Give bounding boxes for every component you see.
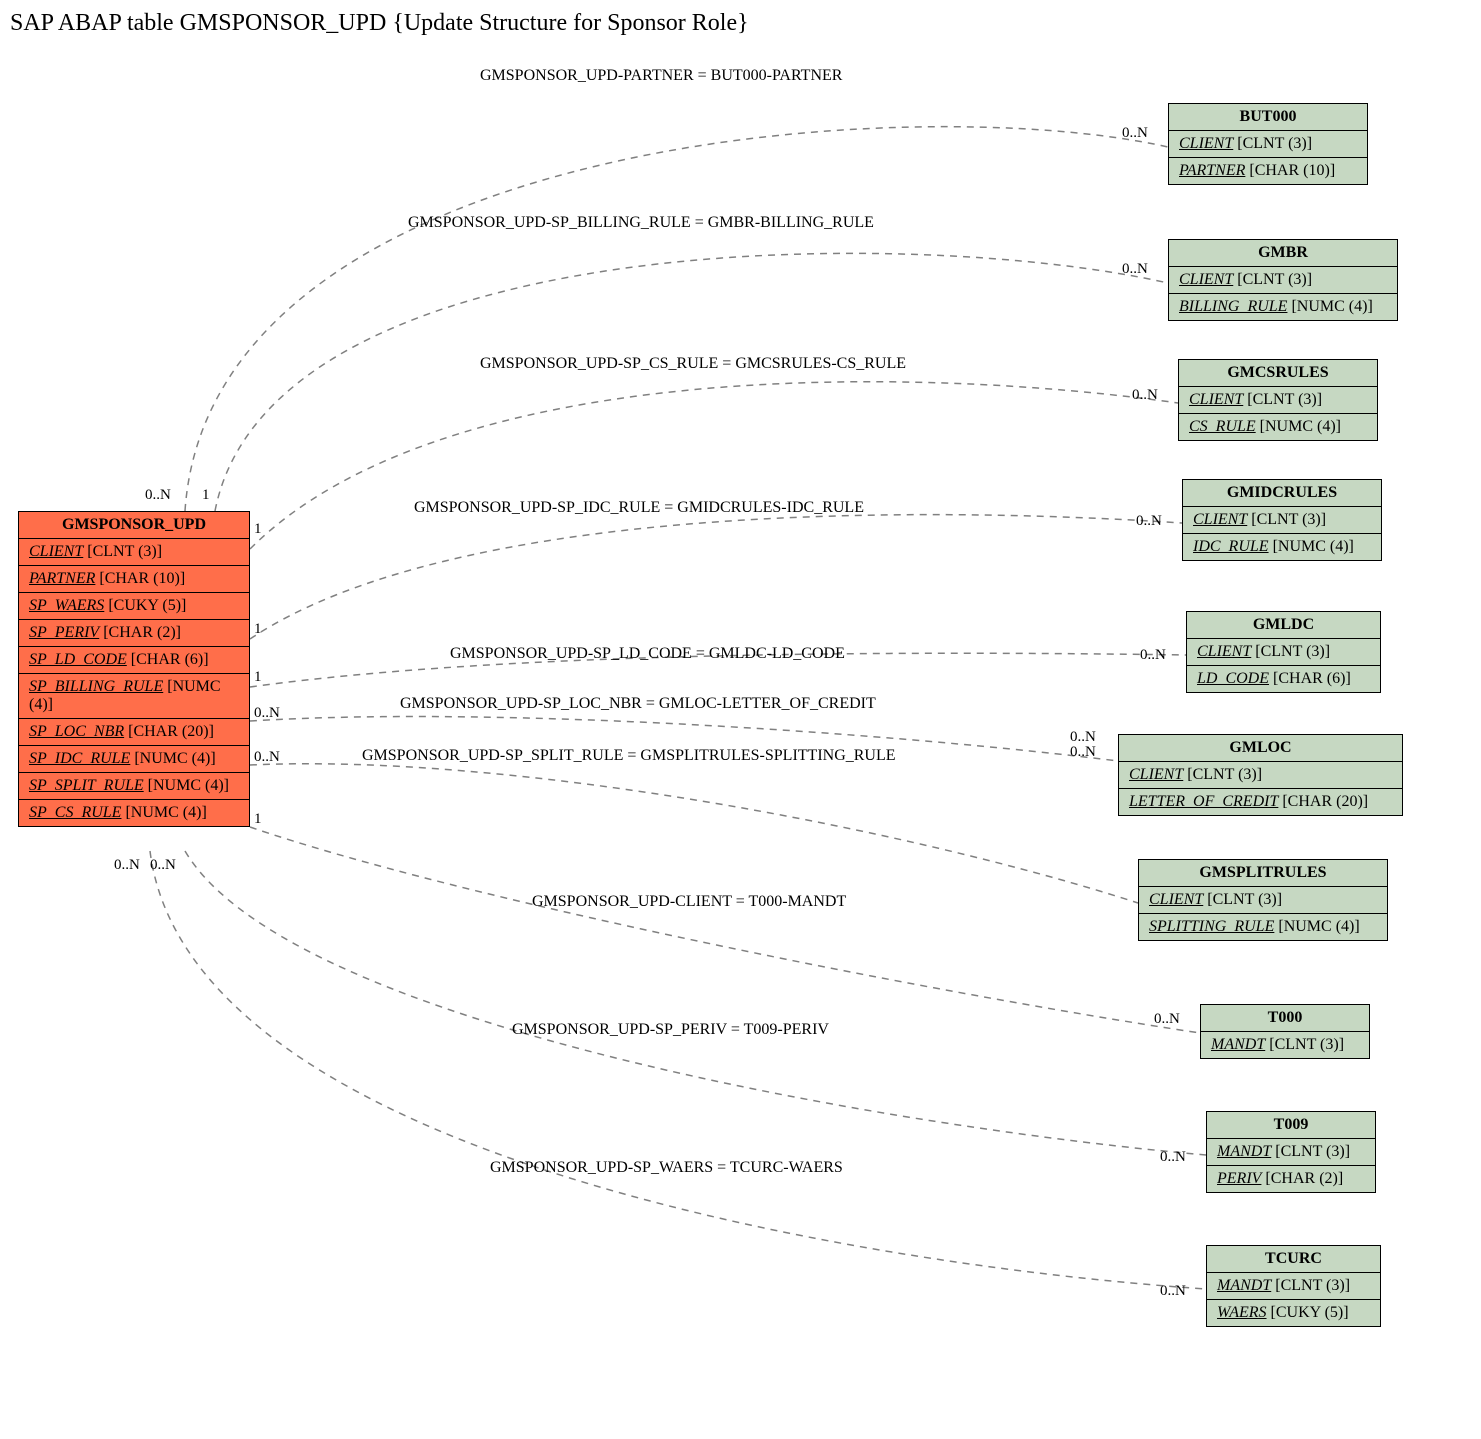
table-name: T000 [1201, 1005, 1369, 1032]
cardinality-right: 0..N [1154, 1011, 1180, 1028]
table-row: MANDT [CLNT (3)] [1207, 1273, 1380, 1300]
cardinality-right: 0..N [1122, 261, 1148, 278]
cardinality-left: 1 [254, 669, 262, 686]
table-name: GMSPONSOR_UPD [19, 512, 249, 539]
relation-label: GMSPONSOR_UPD-SP_PERIV = T009-PERIV [512, 1021, 829, 1039]
table-row: SP_LOC_NBR [CHAR (20)] [19, 719, 249, 746]
cardinality-right: 0..N [1160, 1149, 1186, 1166]
table-row: BILLING_RULE [NUMC (4)] [1169, 294, 1397, 320]
cardinality-right: 0..N [1160, 1283, 1186, 1300]
table-row: LD_CODE [CHAR (6)] [1187, 666, 1380, 692]
table-row: CLIENT [CLNT (3)] [1169, 131, 1367, 158]
relation-label: GMSPONSOR_UPD-SP_LOC_NBR = GMLOC-LETTER_… [400, 695, 876, 713]
table-row: SP_CS_RULE [NUMC (4)] [19, 800, 249, 826]
table-name: T009 [1207, 1112, 1375, 1139]
table-row: CLIENT [CLNT (3)] [1179, 387, 1377, 414]
table-row: SP_PERIV [CHAR (2)] [19, 620, 249, 647]
table-row: LETTER_OF_CREDIT [CHAR (20)] [1119, 789, 1402, 815]
relation-label: GMSPONSOR_UPD-SP_IDC_RULE = GMIDCRULES-I… [414, 499, 864, 517]
table-row: CLIENT [CLNT (3)] [1119, 762, 1402, 789]
cardinality-left: 0..N [145, 487, 171, 504]
relation-label: GMSPONSOR_UPD-CLIENT = T000-MANDT [532, 893, 846, 911]
table-row: PARTNER [CHAR (10)] [19, 566, 249, 593]
table-row: SP_LD_CODE [CHAR (6)] [19, 647, 249, 674]
table-gmcsrules: GMCSRULESCLIENT [CLNT (3)]CS_RULE [NUMC … [1178, 359, 1378, 441]
cardinality-left: 1 [254, 621, 262, 638]
table-row: MANDT [CLNT (3)] [1201, 1032, 1369, 1058]
cardinality-right: 0..N [1136, 513, 1162, 530]
table-gmldc: GMLDCCLIENT [CLNT (3)]LD_CODE [CHAR (6)] [1186, 611, 1381, 693]
cardinality-left: 1 [254, 811, 262, 828]
table-gmbr: GMBRCLIENT [CLNT (3)]BILLING_RULE [NUMC … [1168, 239, 1398, 321]
table-name: GMLOC [1119, 735, 1402, 762]
table-gmsponsor_upd: GMSPONSOR_UPDCLIENT [CLNT (3)]PARTNER [C… [18, 511, 250, 827]
table-row: IDC_RULE [NUMC (4)] [1183, 534, 1381, 560]
table-row: WAERS [CUKY (5)] [1207, 1300, 1380, 1326]
cardinality-left: 1 [254, 521, 262, 538]
cardinality-left: 0..N [254, 749, 280, 766]
relation-edge [215, 253, 1168, 511]
table-row: SP_IDC_RULE [NUMC (4)] [19, 746, 249, 773]
table-row: SP_SPLIT_RULE [NUMC (4)] [19, 773, 249, 800]
table-t000: T000MANDT [CLNT (3)] [1200, 1004, 1370, 1059]
relation-label: GMSPONSOR_UPD-SP_BILLING_RULE = GMBR-BIL… [408, 214, 874, 232]
relation-label: GMSPONSOR_UPD-SP_WAERS = TCURC-WAERS [490, 1159, 843, 1177]
table-row: PARTNER [CHAR (10)] [1169, 158, 1367, 184]
cardinality-right: 0..N [1140, 647, 1166, 664]
relation-edge [185, 127, 1168, 511]
table-name: GMIDCRULES [1183, 480, 1381, 507]
relation-edge [150, 851, 1206, 1289]
relation-label: GMSPONSOR_UPD-PARTNER = BUT000-PARTNER [480, 67, 842, 85]
table-name: TCURC [1207, 1246, 1380, 1273]
relation-label: GMSPONSOR_UPD-SP_CS_RULE = GMCSRULES-CS_… [480, 355, 906, 373]
relation-edge [250, 764, 1138, 903]
relation-label: GMSPONSOR_UPD-SP_SPLIT_RULE = GMSPLITRUL… [362, 747, 896, 765]
table-row: CS_RULE [NUMC (4)] [1179, 414, 1377, 440]
table-row: CLIENT [CLNT (3)] [19, 539, 249, 566]
relation-edge [250, 515, 1182, 639]
relation-edge [250, 382, 1178, 549]
table-gmloc: GMLOCCLIENT [CLNT (3)]LETTER_OF_CREDIT [… [1118, 734, 1403, 816]
cardinality-right: 0..N [1132, 387, 1158, 404]
table-row: PERIV [CHAR (2)] [1207, 1166, 1375, 1192]
table-row: SP_WAERS [CUKY (5)] [19, 593, 249, 620]
page-title: SAP ABAP table GMSPONSOR_UPD {Update Str… [10, 10, 1471, 37]
table-row: CLIENT [CLNT (3)] [1169, 267, 1397, 294]
table-row: CLIENT [CLNT (3)] [1139, 887, 1387, 914]
table-row: CLIENT [CLNT (3)] [1183, 507, 1381, 534]
table-row: SP_BILLING_RULE [NUMC (4)] [19, 674, 249, 719]
table-name: BUT000 [1169, 104, 1367, 131]
relation-label: GMSPONSOR_UPD-SP_LD_CODE = GMLDC-LD_CODE [450, 645, 845, 663]
table-tcurc: TCURCMANDT [CLNT (3)]WAERS [CUKY (5)] [1206, 1245, 1381, 1327]
table-row: CLIENT [CLNT (3)] [1187, 639, 1380, 666]
table-gmidcrules: GMIDCRULESCLIENT [CLNT (3)]IDC_RULE [NUM… [1182, 479, 1382, 561]
table-row: SPLITTING_RULE [NUMC (4)] [1139, 914, 1387, 940]
diagram-canvas: GMSPONSOR_UPDCLIENT [CLNT (3)]PARTNER [C… [10, 49, 1471, 1429]
cardinality-left: 0..N [114, 857, 140, 874]
table-name: GMLDC [1187, 612, 1380, 639]
cardinality-right: 0..N [1122, 125, 1148, 142]
table-name: GMBR [1169, 240, 1397, 267]
table-row: MANDT [CLNT (3)] [1207, 1139, 1375, 1166]
table-t009: T009MANDT [CLNT (3)]PERIV [CHAR (2)] [1206, 1111, 1376, 1193]
cardinality-left: 0..N [150, 857, 176, 874]
cardinality-right: 0..N [1070, 744, 1096, 761]
table-but000: BUT000CLIENT [CLNT (3)]PARTNER [CHAR (10… [1168, 103, 1368, 185]
cardinality-left: 0..N [254, 705, 280, 722]
cardinality-left: 1 [202, 487, 210, 504]
table-name: GMSPLITRULES [1139, 860, 1387, 887]
table-name: GMCSRULES [1179, 360, 1377, 387]
table-gmsplitrules: GMSPLITRULESCLIENT [CLNT (3)]SPLITTING_R… [1138, 859, 1388, 941]
relation-edge [250, 827, 1200, 1033]
